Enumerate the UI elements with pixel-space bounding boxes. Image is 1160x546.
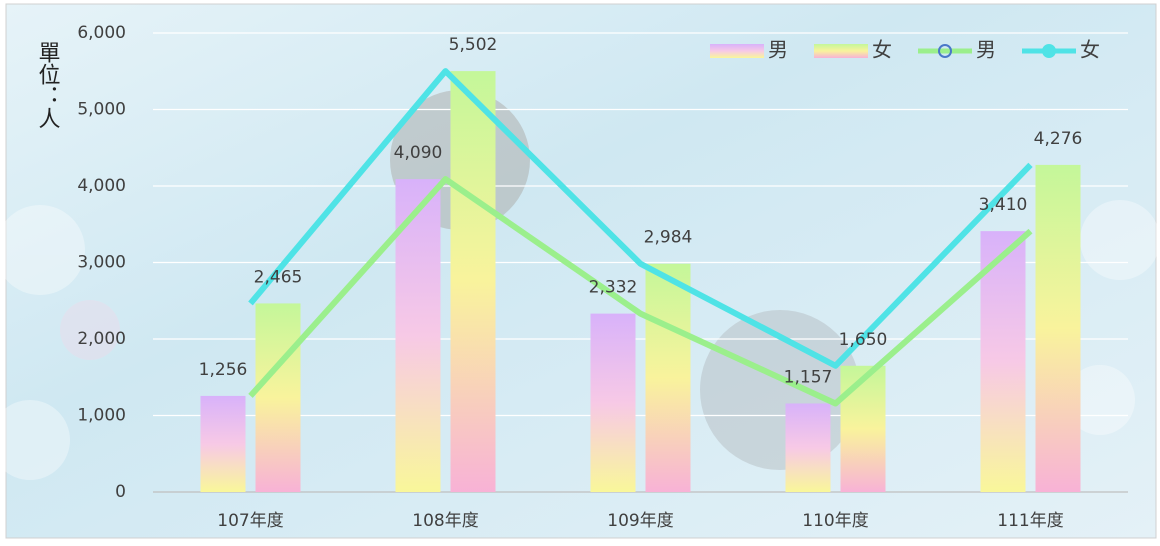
bar [646, 264, 691, 492]
data-label: 1,157 [784, 367, 833, 387]
data-label: 2,465 [254, 267, 303, 287]
x-tick-label: 108年度 [412, 511, 478, 531]
data-label: 4,090 [394, 143, 443, 163]
legend-swatch [710, 44, 764, 58]
x-tick-label: 110年度 [802, 511, 868, 531]
legend-marker [1043, 45, 1055, 57]
legend-label: 女 [1080, 38, 1100, 62]
y-tick-label: 1,000 [77, 406, 126, 426]
y-axis-label: 單位：人 [35, 41, 61, 129]
data-label: 3,410 [979, 195, 1028, 215]
bar [1036, 165, 1081, 492]
x-tick-label: 111年度 [997, 511, 1063, 531]
y-tick-label: 3,000 [77, 253, 126, 273]
bar [201, 396, 246, 492]
legend-label: 女 [872, 38, 892, 62]
y-tick-label: 0 [115, 482, 126, 502]
data-label: 2,332 [589, 278, 638, 298]
data-label: 1,256 [199, 360, 248, 380]
legend-swatch [814, 44, 868, 58]
y-tick-label: 2,000 [77, 329, 126, 349]
legend-label: 男 [768, 38, 788, 62]
y-tick-label: 6,000 [77, 23, 126, 43]
bar [841, 366, 886, 492]
bar [591, 314, 636, 492]
data-label: 2,984 [644, 228, 693, 248]
data-label: 5,502 [449, 35, 498, 55]
legend-label: 男 [976, 38, 996, 62]
bar [786, 403, 831, 492]
x-tick-label: 109年度 [607, 511, 673, 531]
data-label: 4,276 [1034, 129, 1083, 149]
page: {"chart_data": {"type": "bar", "y_label"… [0, 0, 1160, 546]
y-tick-label: 4,000 [77, 176, 126, 196]
chart: 單位：人 0 1,000 2,000 3,000 4,000 5,000 6,000 107年… [0, 0, 1160, 542]
bar [256, 303, 301, 492]
y-tick-label: 5,000 [77, 100, 126, 120]
data-label: 1,650 [839, 330, 888, 350]
bar [451, 71, 496, 492]
x-tick-label: 107年度 [217, 511, 283, 531]
